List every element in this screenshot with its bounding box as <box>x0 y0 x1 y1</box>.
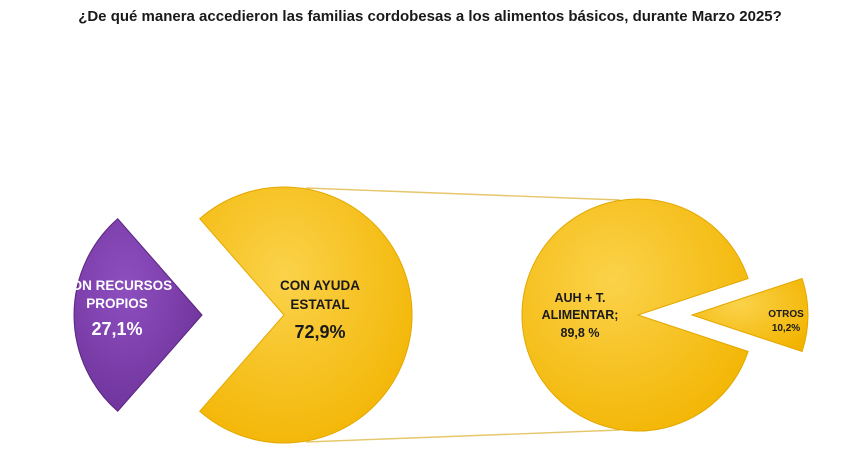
value-con-recursos: 27,1% <box>91 319 142 339</box>
connector-line-top <box>305 187 621 201</box>
pie-slice-otros <box>690 277 809 353</box>
value-con-ayuda: 72,9% <box>294 322 345 342</box>
chart-title: ¿De qué manera accedieron las familias c… <box>78 8 782 25</box>
pie-slice-auh-t-alimentar <box>521 198 749 432</box>
label-con-recursos-line2: PROPIOS <box>86 296 148 311</box>
value-auh: 89,8 % <box>561 326 600 340</box>
label-con-recursos-line1: CON RECURSOS <box>62 278 172 293</box>
label-con-ayuda-line2: ESTATAL <box>290 297 349 312</box>
label-otros: OTROS <box>768 309 804 320</box>
label-auh-line1: AUH + T. <box>554 291 605 305</box>
pie-slice-con-ayuda-estatal <box>198 186 413 444</box>
pie-slice-con-recursos-propios <box>73 217 203 413</box>
value-otros: 10,2% <box>772 323 800 334</box>
connector-line-bottom <box>305 429 621 443</box>
connector-lines <box>305 187 621 443</box>
label-con-ayuda-line1: CON AYUDA <box>280 278 360 293</box>
label-auh-line2: ALIMENTAR; <box>542 308 619 322</box>
